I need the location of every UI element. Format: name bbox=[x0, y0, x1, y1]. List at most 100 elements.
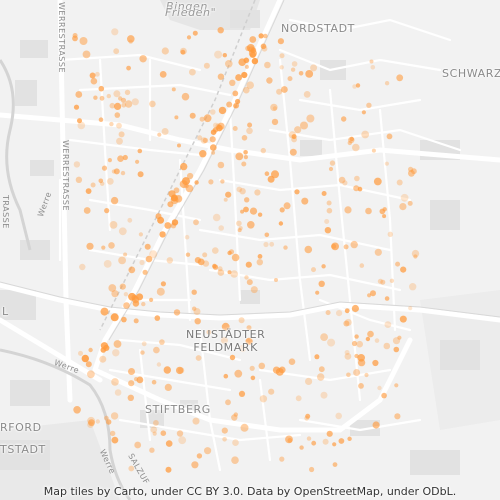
density-dot bbox=[383, 342, 391, 350]
density-dot bbox=[352, 143, 360, 152]
density-dot bbox=[171, 87, 176, 92]
density-dot bbox=[220, 336, 228, 344]
density-dot bbox=[170, 194, 178, 202]
map-attribution[interactable]: Map tiles by Carto, under CC BY 3.0. Dat… bbox=[43, 485, 457, 498]
density-dot bbox=[177, 143, 181, 148]
density-dot bbox=[79, 37, 88, 45]
density-dot bbox=[132, 300, 140, 307]
density-dot bbox=[394, 413, 401, 420]
density-dot bbox=[77, 121, 86, 130]
density-dot bbox=[389, 278, 395, 283]
density-dot bbox=[351, 340, 358, 347]
density-dot bbox=[305, 377, 313, 385]
density-dot bbox=[93, 95, 98, 100]
density-dot bbox=[306, 436, 312, 441]
density-dot bbox=[309, 466, 315, 473]
density-dot bbox=[197, 135, 203, 141]
density-dot bbox=[137, 171, 144, 178]
density-dot bbox=[328, 166, 334, 172]
density-dot bbox=[239, 188, 246, 195]
density-dot bbox=[203, 114, 212, 123]
density-dot bbox=[210, 109, 216, 115]
density-dot bbox=[189, 68, 196, 76]
density-dot bbox=[285, 435, 293, 444]
density-dot bbox=[202, 252, 208, 258]
road-label-trasse: TRASSE bbox=[1, 195, 10, 229]
density-dot bbox=[354, 175, 360, 182]
density-dot bbox=[353, 185, 360, 192]
density-dot bbox=[263, 33, 268, 39]
density-dot bbox=[270, 103, 278, 112]
density-dot bbox=[382, 207, 387, 212]
density-dot bbox=[232, 439, 239, 447]
density-dot bbox=[372, 359, 379, 367]
density-dot bbox=[193, 308, 201, 315]
density-dot bbox=[118, 131, 125, 138]
density-dot bbox=[266, 77, 273, 84]
density-dot bbox=[394, 383, 399, 388]
density-dot bbox=[311, 267, 316, 273]
density-dot bbox=[120, 97, 127, 103]
density-dot bbox=[374, 248, 382, 256]
density-dot bbox=[145, 255, 153, 263]
density-dot bbox=[377, 278, 383, 284]
density-dot bbox=[141, 341, 147, 347]
density-dot bbox=[407, 200, 413, 206]
density-dot bbox=[223, 373, 229, 379]
density-dot bbox=[212, 247, 219, 254]
density-dot bbox=[322, 438, 329, 445]
density-dot bbox=[85, 188, 92, 195]
density-dot bbox=[344, 308, 350, 314]
density-dot bbox=[396, 179, 403, 186]
density-dot bbox=[166, 257, 173, 264]
density-dot bbox=[411, 249, 420, 258]
density-dot bbox=[134, 377, 139, 382]
density-dot bbox=[365, 207, 372, 215]
density-dot bbox=[192, 417, 200, 425]
density-dot bbox=[98, 117, 104, 122]
density-dot bbox=[138, 232, 143, 237]
density-dot bbox=[104, 415, 109, 421]
density-dot bbox=[396, 74, 404, 82]
density-dot bbox=[241, 161, 247, 167]
density-dot bbox=[317, 373, 325, 381]
density-dot bbox=[287, 76, 293, 82]
density-dot bbox=[231, 456, 239, 465]
density-dot bbox=[364, 372, 369, 378]
density-dot bbox=[83, 207, 91, 214]
density-dot bbox=[279, 456, 285, 462]
density-dot bbox=[304, 245, 313, 254]
density-dot bbox=[160, 430, 167, 437]
density-dot bbox=[243, 57, 250, 64]
density-dot bbox=[245, 337, 253, 345]
density-dot bbox=[246, 127, 253, 135]
density-dot bbox=[351, 304, 359, 313]
density-dot bbox=[79, 263, 86, 271]
density-dot bbox=[212, 263, 217, 269]
density-dot bbox=[161, 128, 169, 135]
density-dot bbox=[107, 158, 112, 163]
density-dot bbox=[192, 30, 198, 36]
density-dot bbox=[127, 35, 135, 43]
density-dot bbox=[139, 259, 145, 266]
density-dot bbox=[194, 180, 199, 185]
density-dot bbox=[75, 91, 83, 98]
density-dot bbox=[180, 49, 186, 55]
density-dot bbox=[381, 392, 387, 399]
density-dot bbox=[257, 212, 263, 217]
density-dot bbox=[387, 231, 393, 237]
density-dot bbox=[256, 259, 263, 266]
density-dot bbox=[187, 172, 194, 180]
density-dot bbox=[121, 316, 127, 323]
density-dot bbox=[344, 353, 352, 360]
density-dot bbox=[220, 179, 225, 184]
density-dot bbox=[153, 346, 160, 354]
density-dot bbox=[217, 27, 224, 34]
density-dot bbox=[197, 258, 205, 266]
density-dot bbox=[341, 116, 347, 122]
density-dot bbox=[140, 350, 145, 355]
density-dot bbox=[243, 155, 248, 160]
density-dot bbox=[338, 176, 346, 184]
density-dot bbox=[370, 65, 376, 70]
